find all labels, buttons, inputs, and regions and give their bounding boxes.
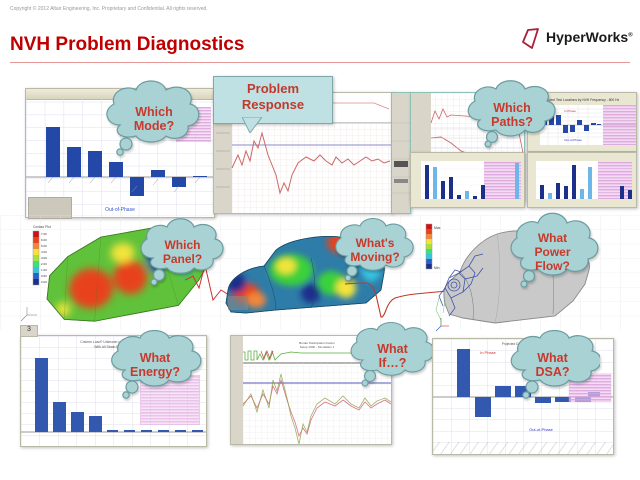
svg-text:5.00: 5.00: [41, 244, 47, 248]
svg-text:3.00: 3.00: [41, 256, 47, 260]
svg-text:Contour Plot: Contour Plot: [33, 225, 51, 229]
svg-text:Min: Min: [434, 266, 440, 270]
svg-text:In Phase: In Phase: [564, 109, 576, 113]
svg-text:Out-of-Phase: Out-of-Phase: [564, 138, 582, 142]
svg-text:0.00: 0.00: [41, 280, 47, 284]
svg-text:4.00: 4.00: [41, 250, 47, 254]
svg-text:1.00: 1.00: [41, 268, 47, 272]
svg-text:7.00: 7.00: [41, 232, 47, 236]
svg-text:2.00: 2.00: [41, 262, 47, 266]
svg-text:0.50: 0.50: [41, 274, 47, 278]
svg-text:Out-of-Phase: Out-of-Phase: [105, 207, 135, 213]
svg-text:6.00: 6.00: [41, 238, 47, 242]
svg-text:Out-of-Phase: Out-of-Phase: [529, 427, 554, 432]
svg-text:Max: Max: [434, 226, 441, 230]
svg-text:Setup 1000 - Simulation 1: Setup 1000 - Simulation 1: [300, 345, 335, 349]
svg-text:In Phase: In Phase: [480, 350, 497, 355]
